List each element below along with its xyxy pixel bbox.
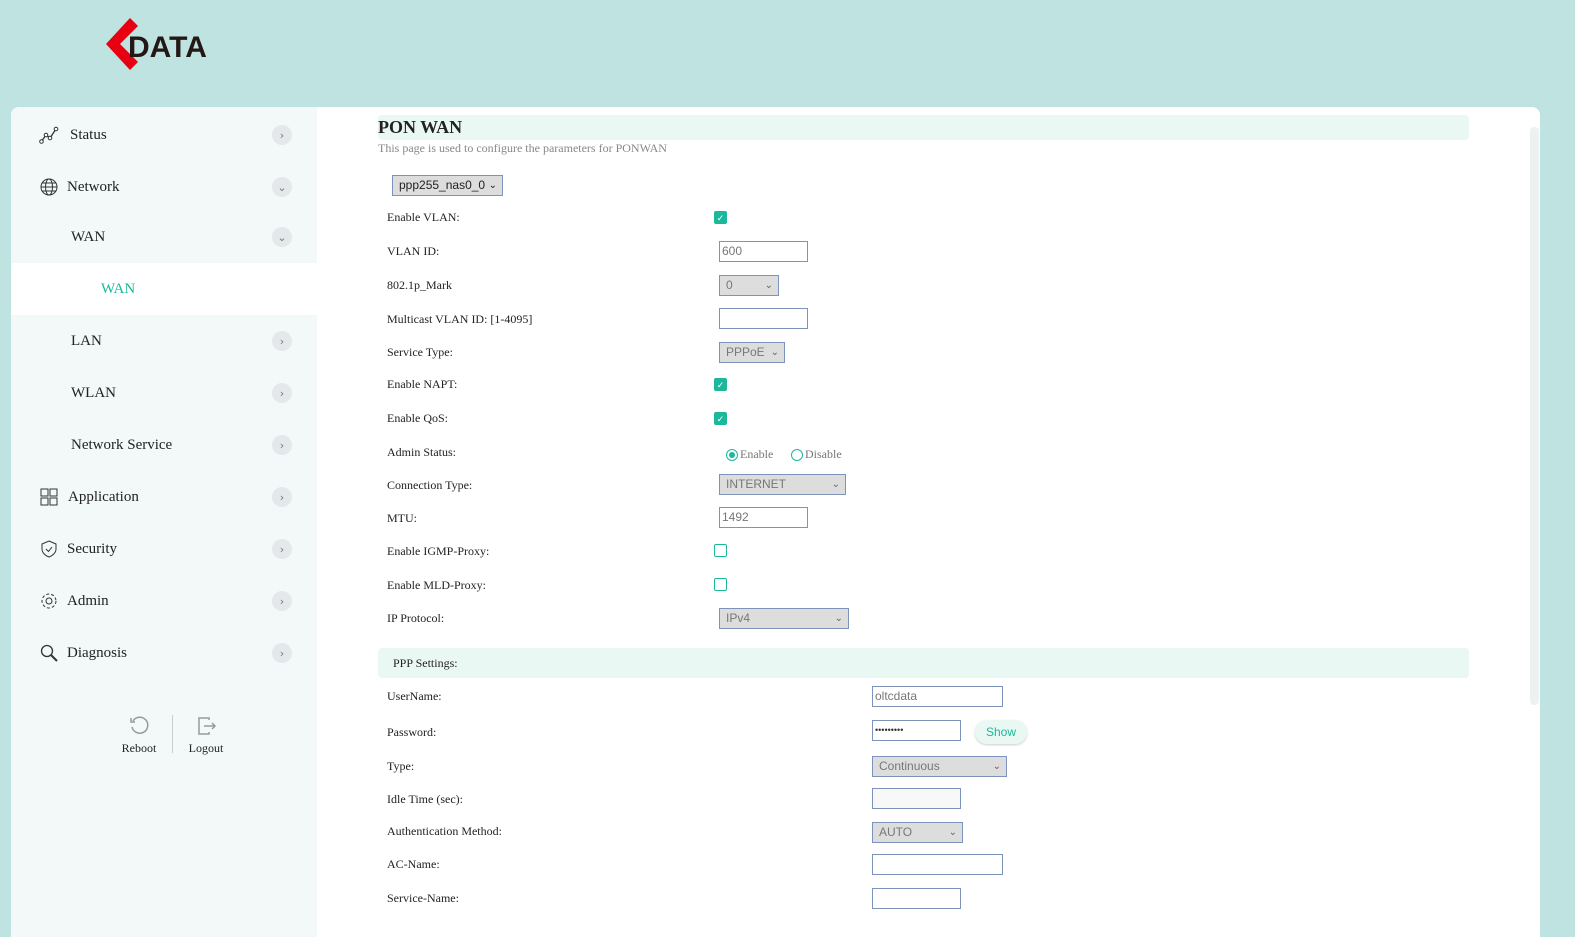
page-title: PON WAN — [378, 117, 463, 137]
sidebar-item-label: Network Service — [71, 436, 173, 453]
mark-select[interactable]: 0 ⌄ — [719, 275, 779, 296]
mld-proxy-label: Enable MLD-Proxy: — [387, 578, 486, 592]
sidebar-item-label: Diagnosis — [67, 644, 127, 661]
multicast-vlan-label: Multicast VLAN ID: [1-4095] — [387, 312, 533, 326]
globe-icon — [40, 178, 58, 196]
chevron-right-icon[interactable]: › — [272, 487, 292, 507]
reboot-icon — [130, 716, 149, 734]
enable-vlan-checkbox[interactable]: ✓ — [714, 211, 727, 224]
sidebar-item-admin[interactable]: Admin › — [11, 575, 317, 627]
sidebar-item-wan[interactable]: WAN — [11, 263, 317, 315]
type-label: Type: — [387, 759, 415, 773]
logout-icon — [198, 717, 217, 735]
password-input[interactable]: ••••••••• — [872, 720, 961, 741]
service-name-label: Service-Name: — [387, 891, 459, 905]
sidebar-item-wan-group[interactable]: WAN ⌄ — [11, 211, 317, 263]
service-type-select[interactable]: PPPoE ⌄ — [719, 342, 785, 363]
qos-checkbox[interactable]: ✓ — [714, 412, 727, 425]
show-password-button[interactable]: Show — [975, 720, 1027, 744]
sidebar-item-status[interactable]: Status › — [11, 109, 317, 161]
connection-type-select[interactable]: INTERNET ⌄ — [719, 474, 846, 495]
gear-icon — [41, 593, 57, 609]
chevron-right-icon[interactable]: › — [272, 331, 292, 351]
igmp-proxy-checkbox[interactable] — [714, 544, 727, 557]
admin-enable-radio[interactable]: Enable — [726, 447, 773, 462]
service-name-input[interactable] — [872, 888, 961, 909]
mtu-input[interactable]: 1492 — [719, 507, 808, 528]
vlan-id-input[interactable]: 600 — [719, 241, 808, 262]
chevron-right-icon[interactable]: › — [272, 591, 292, 611]
vlan-id-label: VLAN ID: — [387, 244, 440, 258]
idle-time-input[interactable] — [872, 788, 961, 809]
svg-text:DATA: DATA — [128, 31, 207, 64]
sidebar-item-label: Application — [68, 488, 139, 505]
mld-proxy-checkbox[interactable] — [714, 578, 727, 591]
sidebar-item-network[interactable]: Network ⌄ — [11, 161, 317, 213]
chevron-down-icon[interactable]: ⌄ — [272, 227, 292, 247]
chevron-right-icon[interactable]: › — [272, 539, 292, 559]
sidebar-item-label: LAN — [71, 332, 102, 349]
sidebar-item-wlan[interactable]: WLAN › — [11, 367, 317, 419]
chevron-right-icon[interactable]: › — [272, 125, 292, 145]
page-subtitle: This page is used to configure the param… — [378, 141, 667, 155]
admin-disable-radio[interactable]: Disable — [791, 447, 842, 462]
grid-icon — [40, 488, 58, 506]
sidebar-item-label: WLAN — [71, 384, 116, 401]
ip-protocol-select[interactable]: IPv4 ⌄ — [719, 608, 849, 629]
auth-method-select[interactable]: AUTO ⌄ — [872, 822, 963, 843]
sidebar-item-label: Network — [67, 178, 120, 195]
logout-label: Logout — [188, 741, 224, 755]
sidebar-item-label: WAN — [71, 228, 106, 245]
ac-name-label: AC-Name: — [387, 857, 440, 871]
enable-vlan-label: Enable VLAN: — [387, 210, 460, 224]
mark-label: 802.1p_Mark — [387, 278, 452, 292]
sidebar-item-label: Status — [70, 126, 107, 143]
chevron-right-icon[interactable]: › — [272, 383, 292, 403]
idle-time-label: Idle Time (sec): — [387, 792, 463, 806]
napt-label: Enable NAPT: — [387, 377, 458, 391]
chevron-right-icon[interactable]: › — [272, 435, 292, 455]
multicast-vlan-input[interactable] — [719, 308, 808, 329]
chevron-down-icon[interactable]: ⌄ — [272, 177, 292, 197]
password-label: Password: — [387, 725, 437, 739]
sidebar-item-diagnosis[interactable]: Diagnosis › — [11, 627, 317, 679]
sidebar-item-network-service[interactable]: Network Service › — [11, 419, 317, 471]
sidebar-item-application[interactable]: Application › — [11, 471, 317, 523]
connection-type-label: Connection Type: — [387, 478, 473, 492]
sidebar: Status › Network ⌄ WAN ⌄ WAN LAN › WLAN … — [11, 107, 317, 937]
chart-line-icon — [39, 126, 59, 144]
logout-button[interactable]: Logout — [173, 715, 239, 756]
ppp-settings-header: PPP Settings: — [378, 648, 1469, 678]
sidebar-item-label: WAN — [101, 280, 136, 297]
divider — [172, 715, 173, 753]
shield-icon — [41, 540, 57, 558]
username-input[interactable]: oltcdata — [872, 686, 1003, 707]
admin-status-label: Admin Status: — [387, 445, 457, 459]
search-icon — [40, 644, 58, 662]
connection-select[interactable]: ppp255_nas0_0 ⌄ — [392, 175, 503, 196]
type-select[interactable]: Continuous ⌄ — [872, 756, 1007, 777]
main-content: PON WAN This page is used to configure t… — [378, 107, 1540, 937]
sidebar-item-lan[interactable]: LAN › — [11, 315, 317, 367]
cdata-logo: DATA — [106, 18, 207, 70]
reboot-label: Reboot — [121, 741, 157, 755]
sidebar-item-label: Admin — [67, 592, 109, 609]
mtu-label: MTU: — [387, 511, 417, 525]
chevron-right-icon[interactable]: › — [272, 643, 292, 663]
username-label: UserName: — [387, 689, 442, 703]
igmp-proxy-label: Enable IGMP-Proxy: — [387, 544, 490, 558]
reboot-button[interactable]: Reboot — [106, 715, 172, 756]
auth-method-label: Authentication Method: — [387, 824, 502, 838]
napt-checkbox[interactable]: ✓ — [714, 378, 727, 391]
qos-label: Enable QoS: — [387, 411, 448, 425]
ip-protocol-label: IP Protocol: — [387, 611, 445, 625]
ac-name-input[interactable] — [872, 854, 1003, 875]
sidebar-item-label: Security — [67, 540, 117, 557]
service-type-label: Service Type: — [387, 345, 453, 359]
sidebar-item-security[interactable]: Security › — [11, 523, 317, 575]
scrollbar[interactable] — [1530, 127, 1539, 705]
